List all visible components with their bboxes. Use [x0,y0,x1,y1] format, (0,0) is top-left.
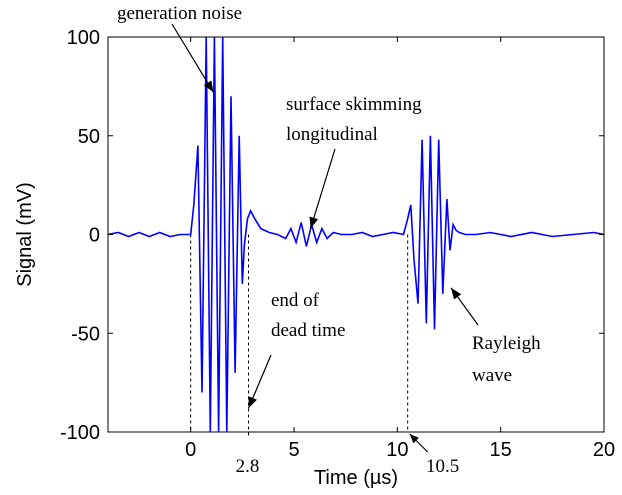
y-tick-label: 50 [78,126,100,148]
y-tick-label: -50 [71,323,100,345]
x-tick-label: 15 [490,439,512,461]
x-tick-label: 0 [185,439,196,461]
x-tick-label: 5 [288,439,299,461]
marker-label-1: 2.8 [236,456,260,477]
annotation-dead-time-line-1: dead time [271,320,345,341]
marker-label-2: 10.5 [426,456,459,477]
x-axis-label: Time (µs) [314,467,398,489]
dead-time-markers [190,234,409,438]
annotation-surface-skimming-line-1: longitudinal [286,124,378,145]
annotation-arrowhead-dead-time [248,396,257,409]
y-tick-label: 100 [67,27,100,49]
x-tick-label: 10 [386,439,408,461]
annotation-arrowhead-generation-noise [203,80,214,93]
annotation-rayleigh-line-1: wave [472,365,512,386]
x-tick-label: 20 [593,439,615,461]
annotation-surface-skimming-line-0: surface skimming [286,94,422,115]
marker-arrowhead-2 [409,434,419,444]
annotation-arrowhead-rayleigh [451,287,462,300]
annotation-generation-noise-line-0: generation noise [117,3,242,24]
axis-ticks: 0 5 10 15 20 100 50 0 -50 -100 [60,27,615,461]
annotation-dead-time-line-0: end of [271,290,320,311]
annotations: generation noise surface skimming longitud… [117,3,541,477]
annotation-arrow-surface-skimming [309,148,336,229]
annotation-rayleigh-line-0: Rayleigh [472,333,541,354]
y-axis-label: Signal (mV) [14,182,36,286]
signal-series-line [108,37,604,432]
y-tick-label: 0 [89,225,100,247]
annotation-arrowhead-surface-skimming [309,216,319,229]
y-tick-label: -100 [60,422,100,444]
series-layer [108,37,604,432]
annotation-arrow-generation-noise [171,23,214,93]
